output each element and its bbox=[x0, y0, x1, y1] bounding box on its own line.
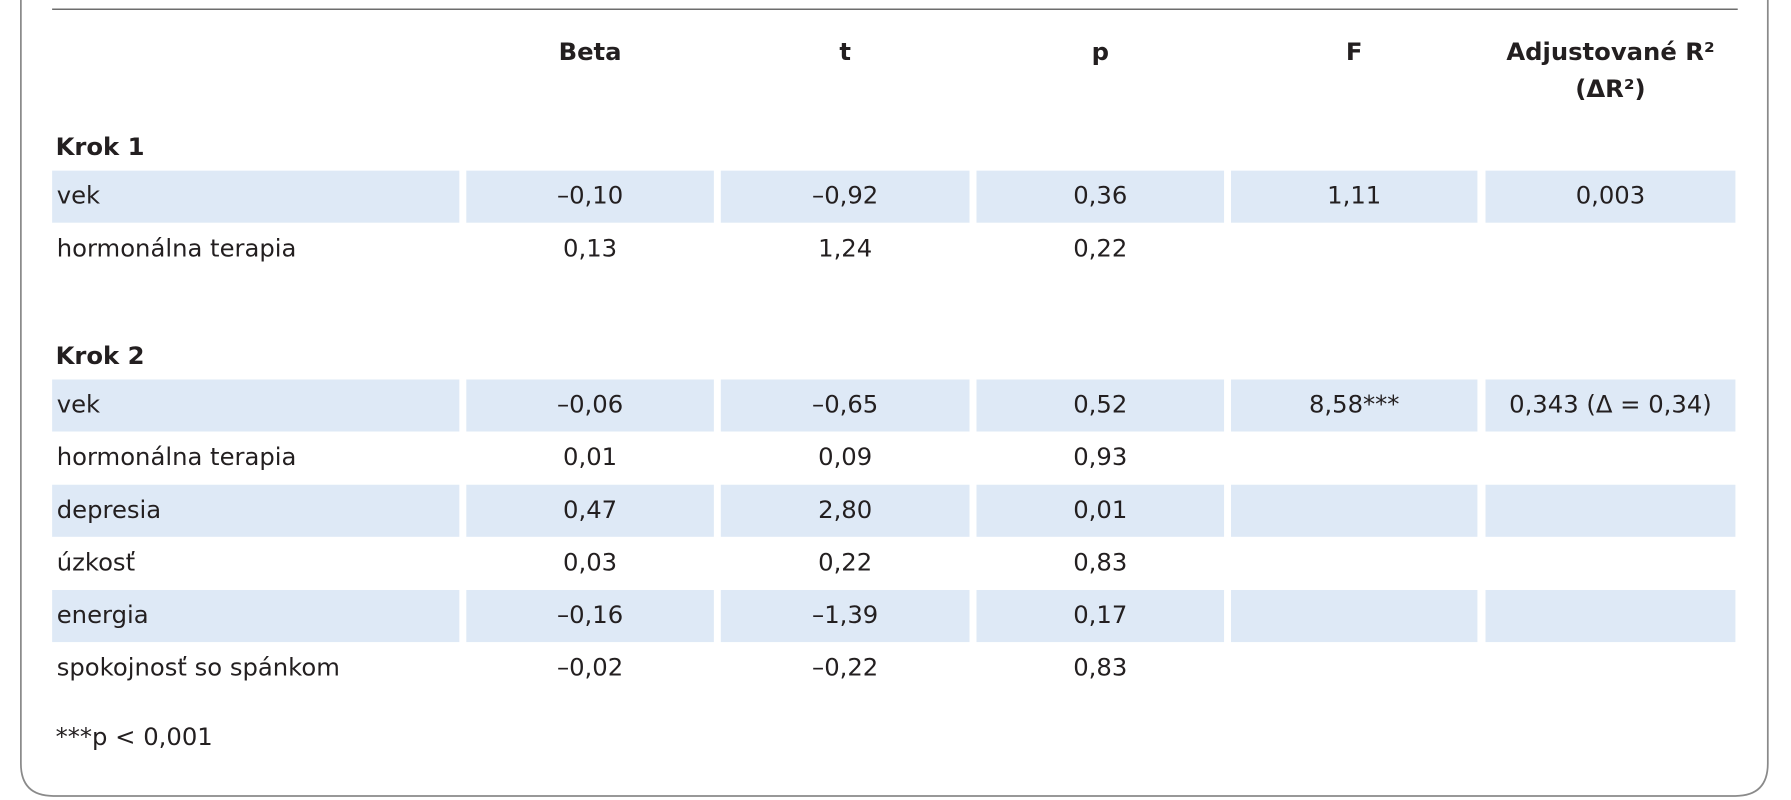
row-shade bbox=[720, 590, 970, 643]
row-shade bbox=[466, 379, 714, 432]
cell: 0,003 bbox=[1576, 181, 1646, 210]
cell: 0,93 bbox=[1073, 442, 1127, 471]
cell: 0,22 bbox=[1073, 233, 1127, 262]
row-shade bbox=[1231, 379, 1478, 432]
column-header: p bbox=[1092, 37, 1109, 66]
row-label: hormonálna terapia bbox=[57, 442, 297, 471]
cell: 8,58*** bbox=[1309, 389, 1400, 418]
row-shade bbox=[1485, 590, 1736, 643]
row-shade bbox=[1485, 379, 1736, 432]
cell: 0,22 bbox=[818, 547, 872, 576]
column-header: Adjustované R² bbox=[1506, 37, 1714, 66]
cell: 2,80 bbox=[818, 495, 872, 524]
row-shade bbox=[976, 170, 1225, 223]
row-shade bbox=[52, 590, 460, 643]
row-shade bbox=[720, 379, 970, 432]
cell: 0,52 bbox=[1073, 389, 1127, 418]
column-header: Beta bbox=[559, 37, 622, 66]
row-label: úzkosť bbox=[57, 547, 136, 576]
cell: 0,17 bbox=[1073, 600, 1127, 629]
row-shade bbox=[720, 484, 970, 537]
row-label: hormonálna terapia bbox=[57, 233, 297, 262]
cell: –0,65 bbox=[812, 389, 878, 418]
cell: 0,47 bbox=[563, 495, 617, 524]
row-shade bbox=[466, 484, 714, 537]
section-title: Krok 2 bbox=[56, 341, 145, 370]
cell: 0,83 bbox=[1073, 653, 1127, 682]
row-shade bbox=[1485, 484, 1736, 537]
row-shade bbox=[52, 484, 460, 537]
row-shade bbox=[52, 379, 460, 432]
row-shade bbox=[976, 484, 1225, 537]
section-title: Krok 1 bbox=[56, 132, 145, 161]
row-shade bbox=[976, 379, 1225, 432]
cell: 1,11 bbox=[1327, 181, 1381, 210]
cell: 0,83 bbox=[1073, 547, 1127, 576]
cell: 0,09 bbox=[818, 442, 872, 471]
column-header: t bbox=[839, 37, 851, 66]
cell: –0,16 bbox=[557, 600, 623, 629]
cell: 0,13 bbox=[563, 233, 617, 262]
row-shade bbox=[1485, 170, 1736, 223]
row-shade bbox=[1231, 590, 1478, 643]
footnote: ***p < 0,001 bbox=[56, 722, 213, 751]
row-label: vek bbox=[57, 389, 100, 418]
row-shade bbox=[976, 590, 1225, 643]
row-label: energia bbox=[57, 600, 149, 629]
cell: 0,03 bbox=[563, 547, 617, 576]
cell: 0,36 bbox=[1073, 181, 1127, 210]
row-label: vek bbox=[57, 181, 100, 210]
cell: –0,10 bbox=[557, 181, 623, 210]
cell: –0,22 bbox=[812, 653, 878, 682]
cell: 0,343 (Δ = 0,34) bbox=[1509, 389, 1712, 418]
panel-border bbox=[20, 0, 1769, 797]
table: Beta t p F Adjustované R² (ΔR²) Krok 1 vek –0,10… bbox=[52, 37, 1736, 751]
row-label: spokojnosť so spánkom bbox=[57, 653, 340, 682]
row-shade bbox=[720, 170, 970, 223]
row-shade bbox=[466, 170, 714, 223]
cell: 1,24 bbox=[818, 233, 872, 262]
row-label: depresia bbox=[57, 495, 161, 524]
column-header: (ΔR²) bbox=[1575, 74, 1645, 103]
cell: –0,02 bbox=[557, 653, 623, 682]
cell: –0,92 bbox=[812, 181, 878, 210]
row-shade bbox=[1231, 170, 1478, 223]
row-shade bbox=[1231, 484, 1478, 537]
cell: 0,01 bbox=[1073, 495, 1127, 524]
cell: 0,01 bbox=[563, 442, 617, 471]
row-shade bbox=[52, 170, 460, 223]
column-header: F bbox=[1346, 37, 1363, 66]
cell: –0,06 bbox=[557, 389, 623, 418]
row-shade bbox=[466, 590, 714, 643]
cell: –1,39 bbox=[812, 600, 878, 629]
